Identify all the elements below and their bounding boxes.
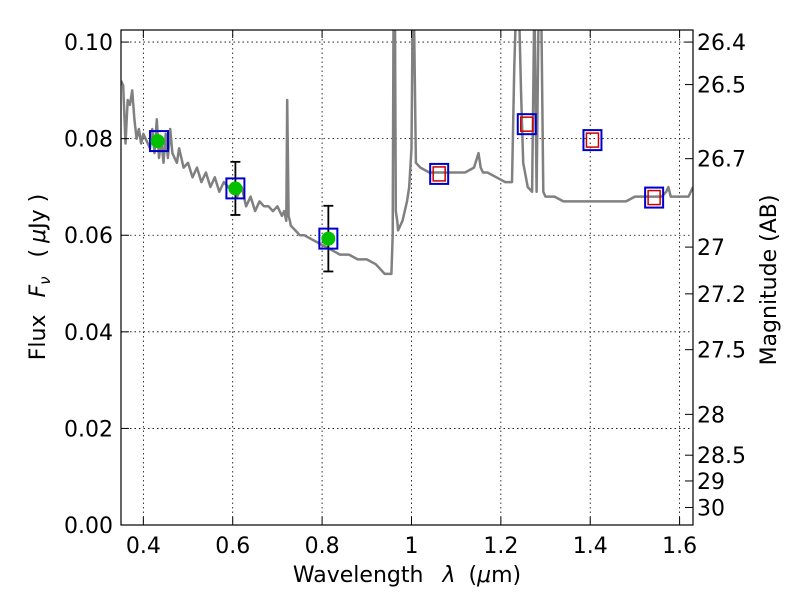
x-axis-label-unit-mu: μ (476, 563, 491, 588)
x-tick-label: 1.4 (573, 534, 608, 559)
x-axis-label-text: Wavelength (293, 563, 424, 588)
model-blue-square (644, 186, 665, 209)
y-tick-label: 0.00 (64, 514, 113, 539)
mag-tick-label: 26.5 (697, 74, 746, 99)
observed-point (228, 181, 243, 196)
model-blue-square (318, 227, 339, 250)
x-axis-label-symbol: λ (441, 563, 455, 588)
plot-frame (120, 29, 694, 526)
x-tick-label: 1.6 (662, 534, 697, 559)
y-axis-label-symbol: F (26, 285, 51, 298)
model-red-square (647, 189, 661, 206)
axis-ticks: 0.4 0.6 0.8 1 1.2 1.4 1.6 0.00 0.02 0.04 0.06 0.08 0… (64, 30, 746, 559)
y-axis-label-subscript: ν (36, 276, 54, 284)
y-tick-label: 0.02 (64, 417, 113, 442)
y2-axis-label: Magnitude (AB) (757, 195, 782, 366)
model-blue-square (516, 113, 537, 136)
y-axis-label-text: Flux (26, 315, 51, 361)
model-blue-square (225, 177, 246, 200)
x-axis-label: Wavelength λ (μm) (293, 563, 521, 588)
x-tick-label: 1 (404, 534, 418, 559)
observed-point (321, 231, 336, 246)
x-axis-label-unit-open: ( (468, 563, 477, 588)
x-tick-label: 0.4 (126, 534, 161, 559)
mag-tick-label: 27.2 (697, 283, 746, 308)
y-tick-label: 0.06 (64, 224, 113, 249)
plot-area (121, 30, 693, 276)
x-tick-label: 0.6 (215, 534, 250, 559)
x-tick-label: 0.8 (305, 534, 340, 559)
model-blue-square (148, 130, 169, 153)
y-axis-label: Flux Fν ( μJy ) (26, 194, 56, 360)
y-tick-label: 0.04 (64, 321, 113, 346)
mag-tick-label: 27.5 (697, 339, 746, 364)
y-tick-label: 0.08 (64, 128, 113, 153)
mag-tick-label: 26.4 (697, 31, 746, 56)
observed-point (150, 134, 165, 149)
y-tick-label: 0.10 (64, 31, 113, 56)
spectrum-line (121, 30, 693, 276)
y-axis-label-unit-mu: μ (26, 229, 51, 244)
mag-tick-label: 28 (697, 403, 725, 428)
model-red-square (432, 166, 446, 182)
mag-tick-label: 26.7 (697, 148, 746, 173)
mag-tick-label: 30 (697, 496, 725, 521)
model-blue-square (429, 162, 450, 185)
y-axis-label-unit-rest: Jy ) (26, 194, 51, 231)
model-blue-square (582, 129, 603, 152)
y-axis-label-unit-open: ( (26, 249, 51, 258)
mag-tick-label: 28.5 (697, 444, 746, 469)
mag-tick-label: 29 (697, 470, 725, 495)
data-markers (148, 113, 665, 273)
model-red-square (520, 116, 534, 132)
mag-tick-label: 27 (697, 236, 725, 261)
x-tick-label: 1.2 (483, 534, 518, 559)
grid-lines (121, 30, 693, 525)
model-red-square (585, 132, 600, 148)
x-axis-label-unit-rest: m) (491, 563, 521, 588)
